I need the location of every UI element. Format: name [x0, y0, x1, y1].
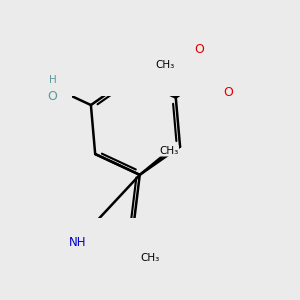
Text: CH₃: CH₃: [140, 253, 160, 262]
Text: NH: NH: [69, 236, 86, 249]
Text: CH₃: CH₃: [159, 146, 178, 156]
Text: O: O: [194, 43, 204, 56]
Text: H: H: [49, 75, 56, 85]
Text: O: O: [224, 86, 234, 99]
Text: O: O: [48, 89, 58, 103]
Text: CH₃: CH₃: [155, 60, 175, 70]
